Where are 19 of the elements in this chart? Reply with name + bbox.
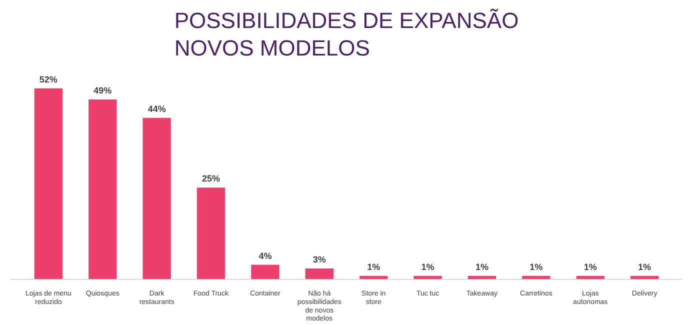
data-label: 52%	[39, 74, 58, 84]
data-label: 1%	[421, 262, 434, 272]
data-label: 3%	[312, 254, 326, 264]
data-label: 4%	[258, 250, 272, 261]
bar	[142, 118, 171, 280]
data-label: 1%	[475, 262, 488, 272]
data-label: 1%	[367, 262, 380, 272]
bar	[251, 264, 280, 280]
chart-title: POSSIBILIDADES DE EXPANSÃO NOVOS MODELOS	[174, 8, 519, 60]
data-label: 25%	[202, 174, 220, 184]
data-label: 1%	[530, 262, 543, 272]
data-label: 1%	[584, 262, 597, 272]
data-label: 44%	[148, 104, 166, 114]
bar	[34, 88, 63, 280]
data-label: 49%	[94, 85, 112, 96]
bar	[196, 188, 226, 280]
bar	[88, 99, 117, 280]
data-label: 1%	[638, 262, 652, 272]
bar	[305, 268, 334, 280]
